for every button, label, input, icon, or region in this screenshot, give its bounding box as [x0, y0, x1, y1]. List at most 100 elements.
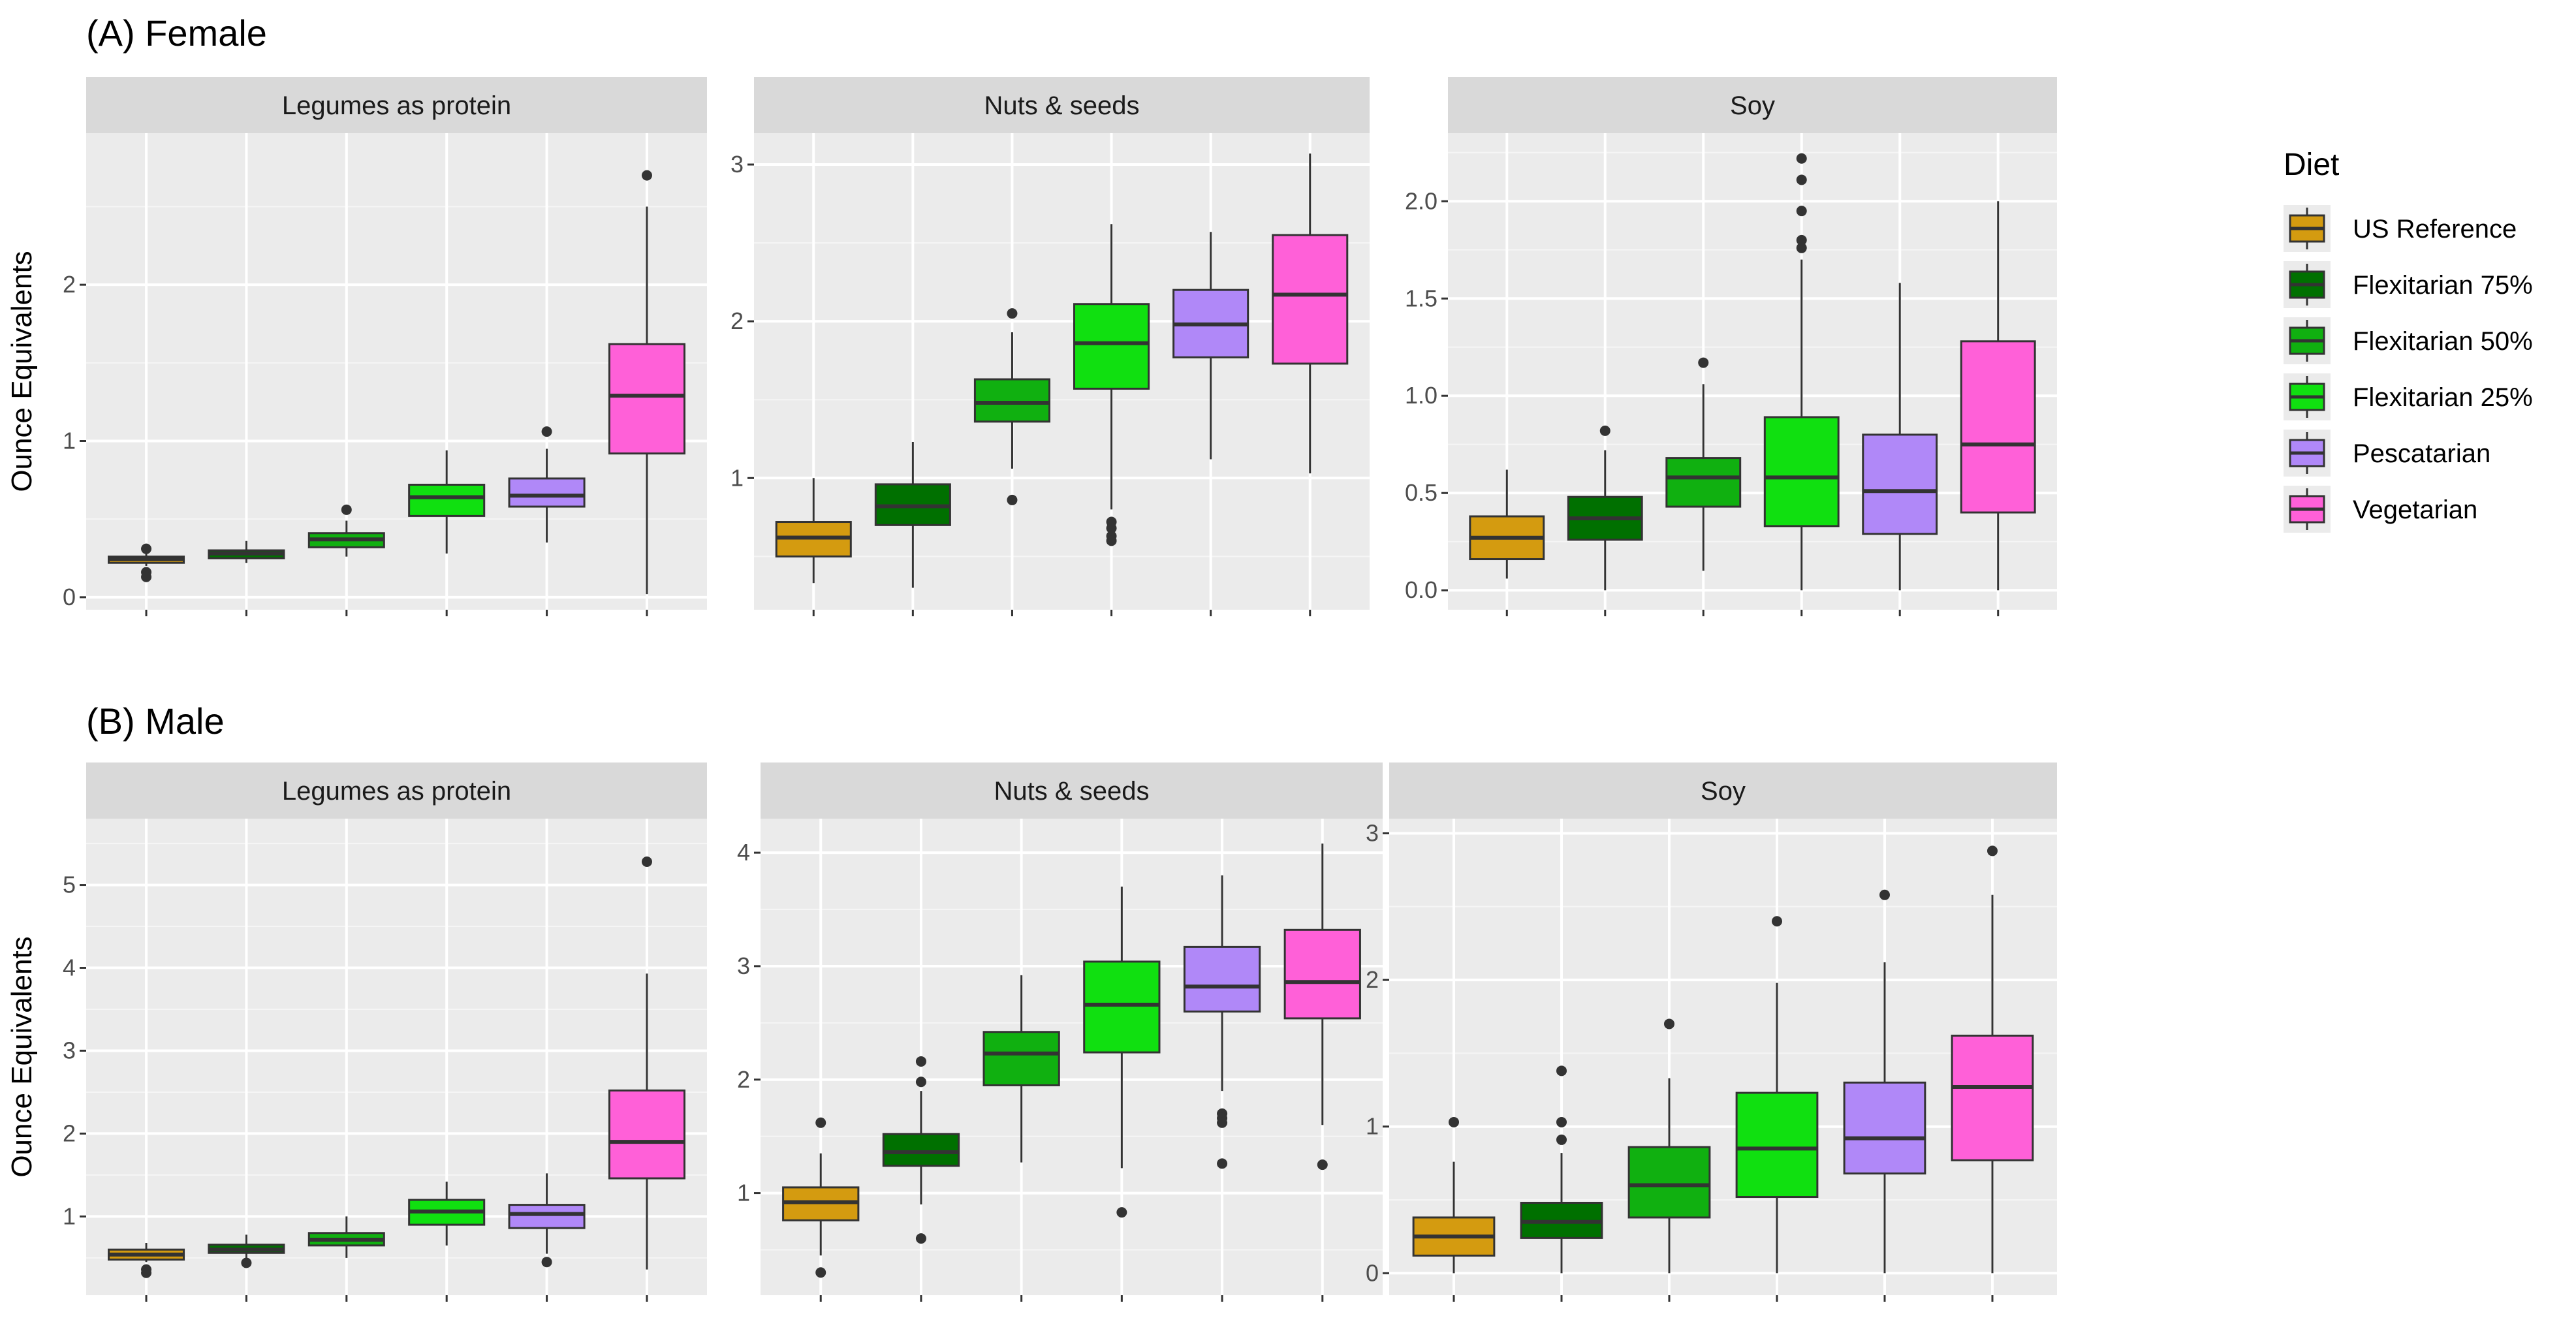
box-iqr	[1083, 960, 1161, 1054]
box-iqr	[1960, 340, 2036, 514]
facet-panel: Legumes as protein 1 2 3 4 5	[63, 762, 707, 1302]
box	[1951, 845, 2034, 1274]
y-tick-label: 2.0	[1405, 187, 1437, 214]
facet-strip	[86, 762, 707, 819]
outlier-point	[641, 856, 652, 868]
box	[1172, 232, 1249, 460]
outlier-point	[141, 1267, 152, 1278]
y-tick-label: 1	[737, 1180, 750, 1206]
legend: Diet US Reference Flexitarian 75% Flexitari…	[2284, 148, 2533, 533]
box	[882, 1056, 960, 1244]
facet-strip-label: Legumes as protein	[282, 777, 511, 806]
facet-strip-label: Soy	[1701, 777, 1746, 806]
box-iqr	[1763, 416, 1840, 527]
legend-key	[2284, 317, 2331, 364]
box	[1862, 283, 1938, 591]
box	[408, 450, 486, 554]
plot-background	[761, 819, 1383, 1295]
figure-rows: (A) Female Ounce Equivalents Legumes as pr…	[6, 12, 2057, 1302]
outlier-point	[1796, 206, 1807, 217]
y-tick-label: 1	[1366, 1113, 1379, 1140]
box	[208, 541, 285, 563]
y-tick-label: 0.0	[1405, 576, 1437, 603]
y-tick-label: 4	[63, 954, 76, 981]
y-tick-label: 4	[737, 839, 750, 866]
outlier-point	[1599, 425, 1610, 436]
box-iqr	[1283, 928, 1361, 1020]
row-title: (B) Male	[86, 700, 225, 742]
outlier-point	[815, 1117, 826, 1128]
box-iqr	[508, 1204, 586, 1229]
y-tick-label: 1.5	[1405, 285, 1437, 311]
y-tick-label: 1	[63, 428, 76, 454]
y-tick-label: 2	[63, 271, 76, 298]
box-iqr	[973, 378, 1050, 423]
facet-panel: Nuts & seeds 1 2 3 4	[737, 762, 1383, 1302]
row-title: (A) Female	[86, 12, 267, 54]
box	[1272, 153, 1349, 474]
box	[1735, 916, 1819, 1274]
outlier-point	[1217, 1117, 1228, 1128]
box	[1083, 887, 1161, 1218]
box	[1960, 201, 2036, 591]
outlier-point	[1556, 1065, 1567, 1076]
legend-key	[2284, 261, 2331, 308]
box-iqr	[408, 484, 486, 517]
outlier-point	[1796, 174, 1807, 185]
legend-key	[2284, 205, 2331, 252]
box	[1183, 875, 1261, 1169]
facet-strip	[1389, 762, 2057, 819]
y-tick-label: 2	[63, 1120, 76, 1146]
figure-row: (A) Female Ounce Equivalents Legumes as pr…	[6, 12, 2057, 616]
plot-background	[1448, 133, 2057, 610]
figure-row: (B) Male Ounce Equivalents Legumes as prot…	[6, 700, 2057, 1302]
outlier-point	[341, 504, 352, 515]
facet-panel: Soy 0 1 2 3	[1366, 762, 2057, 1302]
outlier-point	[1449, 1116, 1459, 1127]
facet-strip-label: Nuts & seeds	[984, 91, 1140, 120]
outlier-point	[1007, 494, 1018, 505]
y-tick-label: 2	[1366, 966, 1379, 993]
plot-background	[86, 133, 707, 610]
legend-label: Vegetarian	[2353, 495, 2477, 524]
box	[1073, 224, 1150, 546]
y-axis-label: Ounce Equivalents	[6, 936, 38, 1177]
facet-strip	[754, 77, 1370, 133]
y-axis-label: Ounce Equivalents	[6, 251, 38, 492]
outlier-point	[1796, 234, 1807, 245]
outlier-point	[1987, 845, 1998, 856]
box	[508, 426, 586, 543]
y-tick-label: 3	[1366, 819, 1379, 846]
outlier-point	[915, 1056, 926, 1067]
legend-label: Flexitarian 50%	[2353, 327, 2533, 356]
outlier-point	[1217, 1158, 1228, 1169]
box	[108, 1243, 185, 1278]
box	[1469, 469, 1545, 579]
y-tick-label: 2	[730, 307, 744, 334]
y-tick-label: 0	[63, 584, 76, 610]
box	[1412, 1116, 1496, 1274]
box	[982, 975, 1060, 1163]
outlier-point	[915, 1233, 926, 1244]
y-tick-label: 2	[737, 1066, 750, 1093]
outlier-point	[1796, 242, 1807, 253]
facet-strip-label: Nuts & seeds	[994, 777, 1150, 806]
facet-strip	[761, 762, 1383, 819]
y-tick-label: 1.0	[1405, 382, 1437, 409]
box	[208, 1234, 285, 1268]
y-tick-label: 0.5	[1405, 479, 1437, 506]
facet-strip	[1448, 77, 2057, 133]
facet-panel: Nuts & seeds 1 2 3	[730, 77, 1370, 616]
box-iqr	[1183, 945, 1261, 1013]
box	[1627, 1018, 1711, 1274]
box	[1283, 843, 1361, 1171]
box-iqr	[1272, 234, 1349, 365]
outlier-point	[1556, 1116, 1567, 1127]
outlier-point	[1317, 1159, 1328, 1171]
box-iqr	[608, 343, 685, 455]
facet-strip-label: Soy	[1730, 91, 1775, 120]
box	[1843, 889, 1926, 1274]
y-tick-label: 3	[63, 1037, 76, 1063]
legend-key	[2284, 373, 2331, 420]
